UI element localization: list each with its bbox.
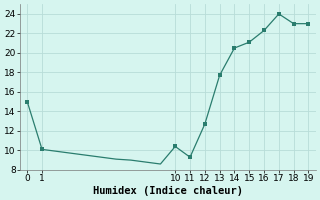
X-axis label: Humidex (Indice chaleur): Humidex (Indice chaleur) xyxy=(93,186,243,196)
